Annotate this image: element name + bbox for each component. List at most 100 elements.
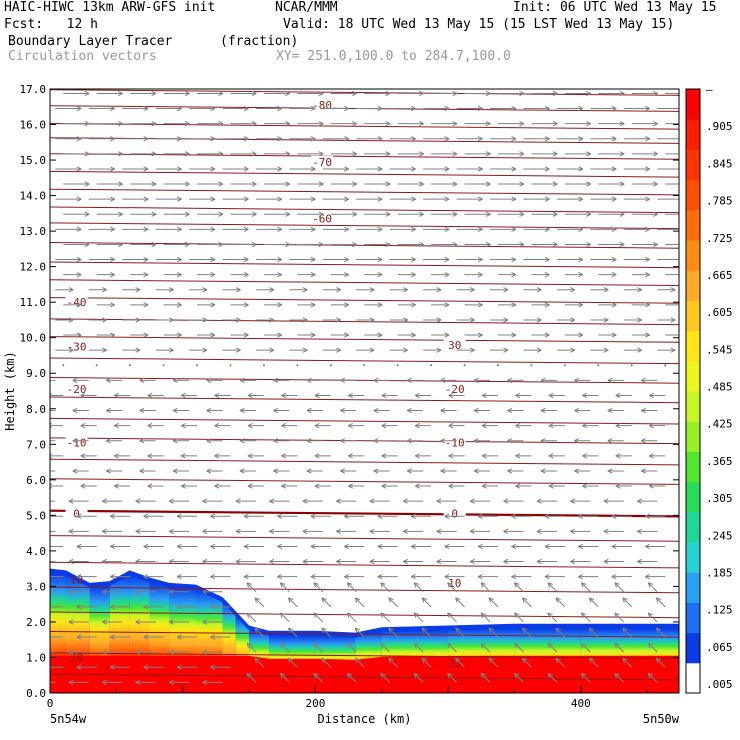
vector-head [503, 528, 509, 534]
vector-head [172, 377, 178, 383]
vector-head [455, 597, 461, 603]
vector-head [346, 582, 353, 588]
vector-dot [463, 364, 466, 367]
vector-head [279, 672, 286, 679]
vector-arrow [380, 582, 391, 593]
vector-head [80, 392, 86, 399]
vector-head [202, 287, 208, 293]
vector-head [102, 347, 107, 353]
vector-head [285, 181, 291, 187]
colorbar-label: .305 [706, 492, 733, 505]
vector-head [388, 627, 394, 633]
vector-head [72, 468, 78, 474]
vector-head [578, 513, 584, 519]
vector-head [143, 604, 149, 610]
vector-head [105, 468, 111, 474]
vector-head [648, 392, 654, 399]
vector-head [653, 211, 658, 217]
vector-head [452, 241, 458, 248]
vector-head [277, 332, 283, 338]
vector-head [548, 423, 554, 429]
vector-head [243, 272, 249, 278]
vector-arrow [480, 642, 491, 653]
vector-head [614, 582, 620, 588]
vector-head [105, 377, 111, 383]
vector-head [637, 558, 642, 565]
colorbar-frame [685, 88, 701, 694]
colorbar-label: .485 [706, 381, 733, 394]
vector-head [414, 392, 420, 399]
vector-head [619, 181, 625, 187]
vector-head [254, 627, 260, 633]
vector-head [622, 657, 628, 664]
vector-head [180, 483, 186, 489]
vector-head [210, 574, 216, 580]
vector-head [440, 377, 446, 383]
vector-head [310, 196, 316, 202]
vector-head [277, 226, 283, 232]
vector-arrow [614, 642, 625, 653]
isotherm-label: 20 [70, 651, 83, 664]
vector-head [503, 498, 509, 504]
vector-dot [196, 364, 199, 367]
vector-head [588, 627, 595, 633]
vector-head [176, 332, 182, 338]
vector-head [147, 392, 153, 399]
vector-arrow [354, 627, 365, 638]
isotherm-line [50, 673, 679, 681]
vector-head [480, 582, 486, 588]
vector-head [410, 256, 416, 263]
vector-head [243, 196, 249, 202]
vector-arrow [455, 627, 465, 638]
tracer-fill [50, 568, 679, 693]
vector-head [101, 498, 107, 504]
vector-head [239, 377, 245, 383]
vector-dot [129, 364, 132, 367]
vector-head [406, 438, 412, 444]
vector-head [117, 90, 123, 97]
vector-arrow [647, 642, 658, 653]
vector-head [109, 272, 115, 278]
vector-head [143, 332, 149, 338]
vector-arrow [280, 672, 290, 683]
vector-head [615, 392, 621, 399]
vector-head [369, 528, 375, 534]
vector-head [135, 347, 141, 353]
isotherm-line [50, 170, 679, 178]
vector-head [473, 407, 479, 414]
vector-head [101, 619, 107, 625]
isotherm-line [50, 586, 679, 594]
vector-head [346, 642, 353, 649]
vector-head [647, 612, 654, 618]
vector-head [68, 679, 74, 685]
vector-head [444, 332, 450, 338]
vector-head [645, 332, 650, 338]
vector-head [318, 181, 324, 187]
vector-head [448, 423, 454, 429]
vector-head [447, 582, 453, 588]
vector-head [251, 151, 257, 157]
x-start-label: 5n54w [50, 712, 87, 726]
vector-head [80, 483, 86, 489]
y-tick-label: 2.0 [26, 616, 46, 629]
vector-head [168, 558, 174, 565]
vector-label: Circulation vectors [8, 49, 157, 64]
vector-arrow [547, 582, 558, 593]
vector-head [507, 468, 513, 474]
vector-head [135, 649, 141, 655]
vector-head [43, 605, 48, 609]
vector-arrow [313, 672, 324, 683]
y-tick-label: 11.0 [20, 296, 47, 309]
vector-head [101, 528, 107, 534]
vector-head [202, 589, 208, 595]
vector-head [536, 347, 542, 353]
vector-head [381, 392, 387, 399]
vector-head [84, 241, 90, 248]
vector-head [511, 302, 517, 308]
isotherm-line [50, 222, 679, 230]
vector-head [206, 468, 212, 474]
vector-head [110, 166, 115, 172]
colorbar-label: .725 [706, 232, 733, 245]
vector-head [277, 302, 283, 308]
vector-head [647, 672, 654, 679]
